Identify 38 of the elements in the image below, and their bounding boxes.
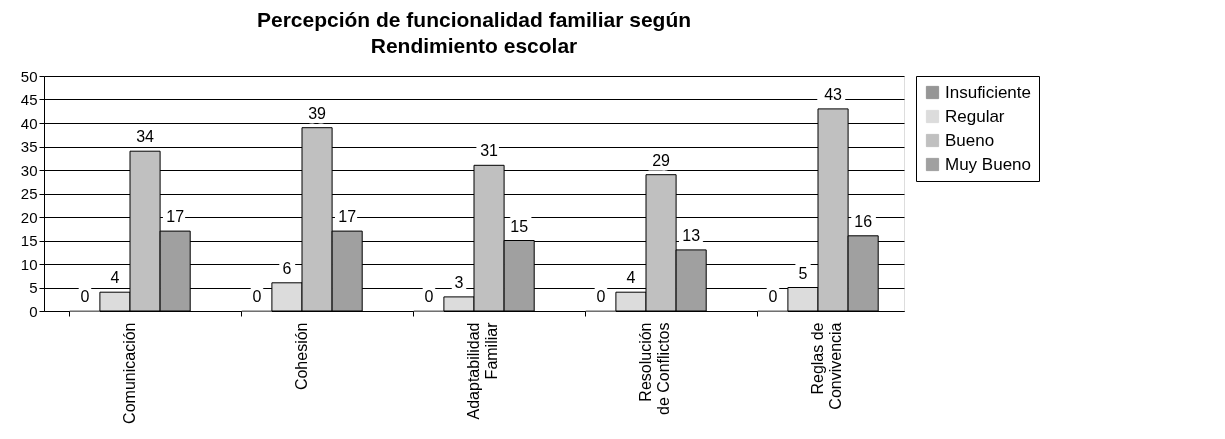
y-tick-label: 5 [29, 279, 38, 296]
y-tick-label: 25 [20, 185, 38, 202]
data-label: 0 [424, 288, 434, 305]
y-tick-label: 20 [20, 208, 38, 226]
y-tick-label: 35 [20, 138, 38, 155]
data-label: 29 [652, 151, 671, 169]
data-label: 39 [308, 104, 327, 122]
legend-label: Bueno [945, 130, 995, 150]
legend-label: Insuficiente [945, 82, 1031, 102]
data-label: 0 [596, 288, 606, 305]
data-label: 0 [80, 288, 90, 305]
x-tick-label: Adaptabilidad Familiar [465, 321, 500, 420]
y-tick-label: 15 [20, 232, 38, 249]
chart-title: Percepción de funcionalidad familiar según Rendimiento escolar [256, 8, 692, 57]
x-tick-label: Cohesión [293, 322, 310, 391]
data-label: 34 [136, 128, 155, 146]
y-tick-label: 50 [20, 67, 38, 85]
data-label: 16 [854, 212, 873, 230]
legend-label: Muy Bueno [945, 154, 1031, 174]
y-tick-label: 40 [20, 114, 38, 132]
legend-label: Regular [945, 106, 1005, 126]
x-tick-label: Resolución de Conflictos [637, 322, 672, 415]
x-tick-label: Comunicación [121, 322, 138, 424]
x-tick-label: Reglas de Convivencia [809, 322, 844, 410]
data-label: 0 [768, 288, 778, 305]
data-label: 43 [824, 85, 843, 103]
y-tick-label: 0 [29, 302, 38, 320]
y-tick-label: 10 [20, 255, 38, 273]
data-label: 6 [282, 259, 292, 277]
data-label: 4 [626, 269, 636, 287]
data-label: 13 [682, 226, 701, 244]
y-tick-label: 45 [20, 91, 38, 108]
data-label: 15 [510, 217, 529, 235]
data-label: 3 [454, 273, 464, 291]
data-label: 4 [110, 269, 120, 287]
y-tick-label: 30 [20, 161, 38, 179]
data-label: 0 [252, 288, 262, 305]
data-label: 5 [798, 264, 808, 282]
